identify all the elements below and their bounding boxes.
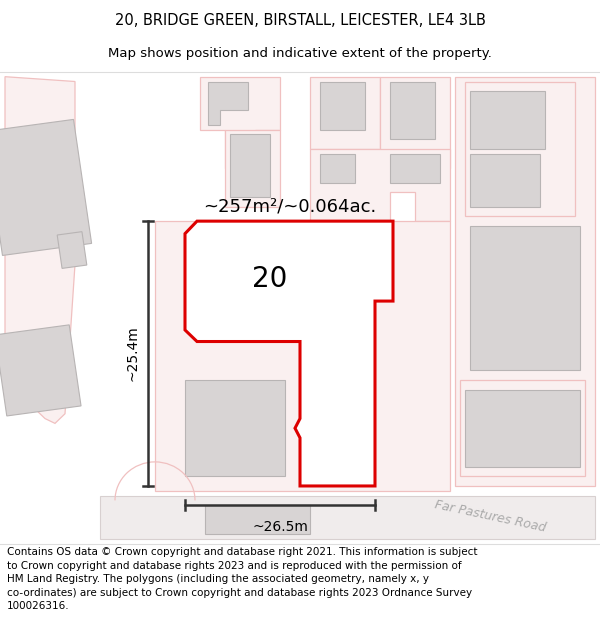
Polygon shape xyxy=(5,77,75,423)
Polygon shape xyxy=(310,149,450,221)
Polygon shape xyxy=(220,241,310,308)
Polygon shape xyxy=(155,221,450,491)
Text: 20: 20 xyxy=(253,265,287,293)
Polygon shape xyxy=(465,389,580,467)
Polygon shape xyxy=(100,496,595,539)
Polygon shape xyxy=(390,154,440,182)
Polygon shape xyxy=(205,505,310,534)
Polygon shape xyxy=(310,77,380,149)
Polygon shape xyxy=(208,81,248,125)
Polygon shape xyxy=(470,154,540,207)
Text: 20, BRIDGE GREEN, BIRSTALL, LEICESTER, LE4 3LB: 20, BRIDGE GREEN, BIRSTALL, LEICESTER, L… xyxy=(115,12,485,28)
Polygon shape xyxy=(200,77,280,168)
Polygon shape xyxy=(455,77,595,486)
Polygon shape xyxy=(225,129,280,207)
Text: Contains OS data © Crown copyright and database right 2021. This information is : Contains OS data © Crown copyright and d… xyxy=(7,547,478,611)
Polygon shape xyxy=(0,119,92,256)
Text: ~25.4m: ~25.4m xyxy=(126,326,140,381)
Polygon shape xyxy=(320,154,355,182)
Polygon shape xyxy=(380,77,450,168)
Polygon shape xyxy=(465,81,575,216)
Polygon shape xyxy=(470,226,580,371)
Text: ~257m²/~0.064ac.: ~257m²/~0.064ac. xyxy=(203,198,377,216)
Polygon shape xyxy=(470,91,545,149)
Text: ~26.5m: ~26.5m xyxy=(252,519,308,534)
Polygon shape xyxy=(460,380,585,476)
Polygon shape xyxy=(390,81,435,139)
Polygon shape xyxy=(185,380,285,476)
Text: Map shows position and indicative extent of the property.: Map shows position and indicative extent… xyxy=(108,48,492,61)
Text: Far Pastures Road: Far Pastures Road xyxy=(433,499,547,535)
Polygon shape xyxy=(57,232,87,268)
Polygon shape xyxy=(0,325,81,416)
Polygon shape xyxy=(230,134,270,197)
Polygon shape xyxy=(185,221,393,486)
Polygon shape xyxy=(320,81,365,129)
